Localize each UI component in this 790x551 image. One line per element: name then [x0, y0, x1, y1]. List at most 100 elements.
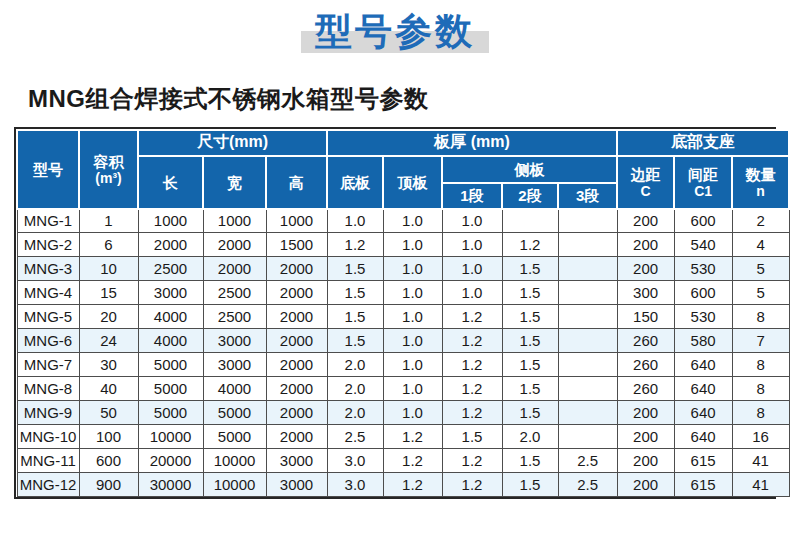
header-side-plate: 侧板 [442, 156, 617, 183]
cell-capacity: 30 [79, 353, 138, 377]
cell-side-seg3 [558, 329, 617, 353]
cell-capacity: 600 [79, 449, 138, 473]
cell-qty-n: 8 [732, 305, 789, 329]
cell-length: 10000 [138, 425, 203, 449]
cell-spacing-c1: 640 [674, 401, 732, 425]
cell-edge-c: 260 [617, 329, 674, 353]
header-spacing-symbol: C1 [675, 183, 731, 199]
cell-length: 4000 [138, 305, 203, 329]
cell-width: 5000 [203, 401, 266, 425]
cell-edge-c: 260 [617, 353, 674, 377]
cell-model: MNG-2 [17, 233, 79, 257]
cell-top-plate: 1.0 [383, 353, 442, 377]
cell-edge-c: 200 [617, 473, 674, 497]
cell-side-seg2: 1.5 [502, 281, 558, 305]
cell-edge-c: 200 [617, 449, 674, 473]
cell-width: 2000 [203, 257, 266, 281]
cell-width: 5000 [203, 425, 266, 449]
cell-side-seg2: 1.5 [502, 377, 558, 401]
cell-side-seg2: 1.2 [502, 233, 558, 257]
cell-capacity: 20 [79, 305, 138, 329]
cell-side-seg1: 1.2 [442, 449, 502, 473]
cell-length: 1000 [138, 209, 203, 233]
cell-side-seg1: 1.0 [442, 209, 502, 233]
table-row: MNG-11600200001000030003.01.21.21.52.520… [17, 449, 789, 473]
cell-side-seg3 [558, 425, 617, 449]
cell-capacity: 900 [79, 473, 138, 497]
cell-capacity: 100 [79, 425, 138, 449]
cell-top-plate: 1.2 [383, 449, 442, 473]
cell-height: 3000 [266, 473, 327, 497]
cell-spacing-c1: 615 [674, 473, 732, 497]
cell-side-seg2: 1.5 [502, 473, 558, 497]
cell-model: MNG-11 [17, 449, 79, 473]
header-capacity-unit: (m³) [80, 170, 137, 186]
cell-edge-c: 200 [617, 233, 674, 257]
cell-edge-c: 260 [617, 377, 674, 401]
cell-top-plate: 1.0 [383, 401, 442, 425]
cell-capacity: 24 [79, 329, 138, 353]
cell-side-seg2: 1.5 [502, 353, 558, 377]
header-thickness-group: 板厚 (mm) [327, 130, 617, 156]
cell-capacity: 50 [79, 401, 138, 425]
cell-top-plate: 1.2 [383, 425, 442, 449]
cell-length: 5000 [138, 401, 203, 425]
header-model: 型号 [17, 130, 79, 209]
cell-bottom-plate: 1.5 [327, 305, 383, 329]
page: 型号参数 MNG组合焊接式不锈钢水箱型号参数 型号 容积 (m³) 尺寸(mm) [0, 0, 790, 551]
cell-model: MNG-8 [17, 377, 79, 401]
header-edge-symbol: C [618, 183, 673, 199]
cell-edge-c: 200 [617, 257, 674, 281]
cell-side-seg2: 1.5 [502, 449, 558, 473]
cell-height: 2000 [266, 377, 327, 401]
header-height: 高 [266, 156, 327, 209]
cell-top-plate: 1.2 [383, 473, 442, 497]
cell-side-seg1: 1.2 [442, 401, 502, 425]
spec-table: 型号 容积 (m³) 尺寸(mm) 板厚 (mm) 底部支座 长 宽 高 底板 … [16, 129, 790, 498]
cell-top-plate: 1.0 [383, 233, 442, 257]
cell-spacing-c1: 600 [674, 281, 732, 305]
cell-top-plate: 1.0 [383, 305, 442, 329]
cell-side-seg3 [558, 401, 617, 425]
cell-bottom-plate: 1.5 [327, 329, 383, 353]
cell-height: 2000 [266, 257, 327, 281]
cell-spacing-c1: 580 [674, 329, 732, 353]
cell-side-seg2: 1.5 [502, 257, 558, 281]
cell-bottom-plate: 2.0 [327, 401, 383, 425]
header-top-plate: 顶板 [383, 156, 442, 209]
cell-model: MNG-1 [17, 209, 79, 233]
cell-bottom-plate: 2.0 [327, 353, 383, 377]
cell-top-plate: 1.0 [383, 281, 442, 305]
cell-top-plate: 1.0 [383, 329, 442, 353]
cell-qty-n: 41 [732, 449, 789, 473]
cell-qty-n: 41 [732, 473, 789, 497]
cell-spacing-c1: 615 [674, 449, 732, 473]
cell-capacity: 40 [79, 377, 138, 401]
cell-side-seg3: 2.5 [558, 449, 617, 473]
cell-edge-c: 200 [617, 425, 674, 449]
cell-side-seg2: 1.5 [502, 329, 558, 353]
cell-length: 20000 [138, 449, 203, 473]
cell-model: MNG-4 [17, 281, 79, 305]
cell-height: 2000 [266, 305, 327, 329]
cell-bottom-plate: 3.0 [327, 473, 383, 497]
table-header: 型号 容积 (m³) 尺寸(mm) 板厚 (mm) 底部支座 长 宽 高 底板 … [17, 130, 789, 209]
cell-qty-n: 7 [732, 329, 789, 353]
table-row: MNG-3102500200020001.51.01.01.52005305 [17, 257, 789, 281]
cell-spacing-c1: 530 [674, 305, 732, 329]
header-seg2: 2段 [502, 183, 558, 209]
cell-height: 3000 [266, 449, 327, 473]
cell-qty-n: 8 [732, 401, 789, 425]
cell-edge-c: 200 [617, 209, 674, 233]
cell-side-seg3 [558, 377, 617, 401]
cell-width: 1000 [203, 209, 266, 233]
header-capacity-label: 容积 [94, 153, 124, 170]
cell-bottom-plate: 1.5 [327, 257, 383, 281]
cell-edge-c: 200 [617, 401, 674, 425]
cell-side-seg1: 1.0 [442, 281, 502, 305]
cell-spacing-c1: 530 [674, 257, 732, 281]
cell-side-seg2: 1.5 [502, 305, 558, 329]
cell-qty-n: 8 [732, 377, 789, 401]
cell-side-seg1: 1.2 [442, 305, 502, 329]
cell-model: MNG-7 [17, 353, 79, 377]
